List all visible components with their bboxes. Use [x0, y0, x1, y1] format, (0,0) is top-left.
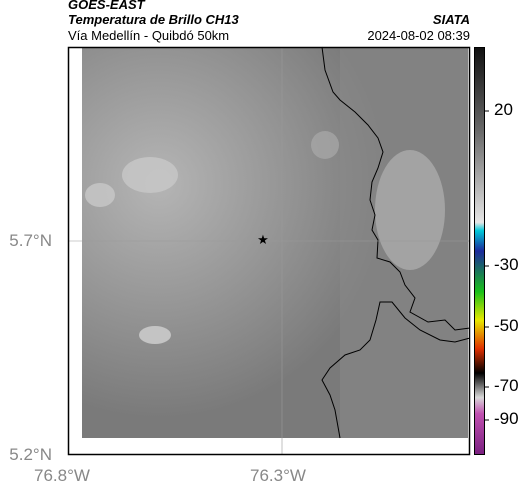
- colorbar-label: -50: [494, 316, 519, 335]
- timestamp: 2024-08-02 08:39: [367, 28, 470, 43]
- lat-label: 5.7°N: [9, 231, 52, 250]
- border: [321, 301, 471, 439]
- lat-label: 5.2°N: [9, 445, 52, 464]
- cloud: [311, 131, 339, 159]
- map-frame: [67, 46, 471, 456]
- subtitle: Temperatura de Brillo CH13: [68, 12, 239, 27]
- border: [321, 46, 471, 331]
- cloud: [85, 183, 115, 207]
- source: SIATA: [432, 12, 470, 27]
- cloud: [122, 157, 178, 193]
- region: Vía Medellín - Quibdó 50km: [68, 28, 230, 43]
- lon-label: 76.8°W: [34, 466, 90, 485]
- colorbar-label: -30: [494, 255, 519, 274]
- colorbar-label: -70: [494, 376, 519, 395]
- lon-label: 76.3°W: [250, 466, 306, 485]
- cloud: [139, 326, 171, 344]
- colorbar-label: 20: [494, 100, 513, 119]
- location-marker: ★: [257, 232, 269, 247]
- title: GOES-EAST: [68, 0, 145, 12]
- colorbar: [474, 47, 485, 455]
- cloud: [375, 150, 445, 270]
- colorbar-label: -90: [494, 409, 519, 428]
